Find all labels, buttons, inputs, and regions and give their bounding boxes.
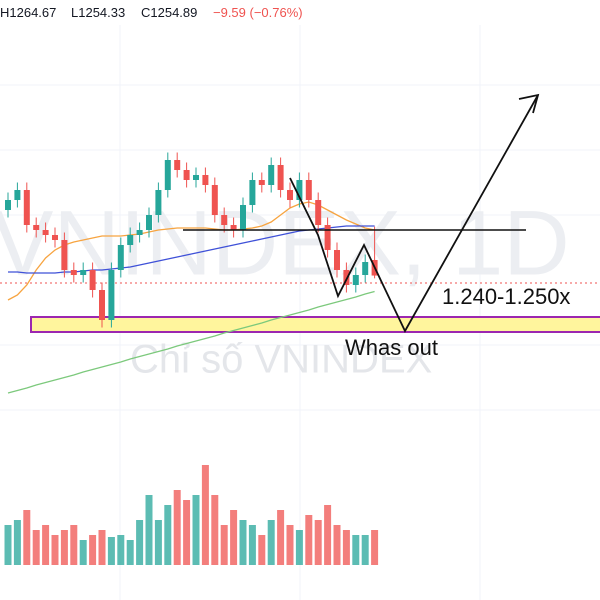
volume-bar [248, 525, 256, 565]
marks [4, 152, 379, 565]
candle-body [155, 190, 162, 215]
volume-bar [13, 520, 21, 565]
candle-body [193, 175, 199, 180]
volume-bar [361, 535, 369, 565]
volume-bar [324, 505, 332, 565]
volume-bar [286, 525, 294, 565]
volume-bar [51, 535, 59, 565]
candle-body [221, 215, 228, 225]
volume-bar [295, 530, 303, 565]
volume-bar [220, 525, 228, 565]
header-high: H1264.67 [0, 5, 56, 20]
candle-body [146, 215, 152, 230]
candle-body [183, 170, 190, 180]
volume-bar [183, 500, 191, 565]
candle-body [52, 235, 58, 240]
candle-body [258, 180, 265, 185]
candle-body [268, 165, 275, 185]
grid [0, 25, 600, 600]
candle-body [343, 270, 350, 285]
volume-bar [32, 530, 40, 565]
candle-body [61, 240, 68, 270]
volume-bar [192, 495, 200, 565]
candle-body [230, 225, 237, 230]
volume-bar [60, 530, 68, 565]
candle-body [127, 235, 134, 245]
volume-bar [371, 530, 379, 565]
candle-body [315, 200, 322, 225]
candle-body [362, 262, 369, 275]
volume-bar [267, 520, 275, 565]
volume-bar [89, 535, 97, 565]
candle-body [334, 250, 340, 270]
volume-bar [305, 515, 313, 565]
moving-average [7, 201, 375, 301]
volume-bar [42, 525, 50, 565]
candle-body [277, 165, 284, 190]
volume-bar [314, 520, 322, 565]
volume-bar [23, 510, 31, 565]
arrow-head [518, 93, 540, 114]
candle-body [14, 190, 21, 200]
volume-bar [173, 490, 181, 565]
candle-body [240, 205, 246, 230]
volume-bar [352, 535, 360, 565]
volume-bar [342, 530, 350, 565]
projection-path [289, 94, 539, 333]
candle-body [324, 225, 331, 250]
volume-bar [333, 525, 341, 565]
candle-body [352, 275, 359, 285]
volume-bar [4, 525, 12, 565]
candle-body [70, 270, 77, 275]
volume-bar [107, 537, 115, 565]
volume-bar [117, 535, 125, 565]
candle-body [23, 190, 30, 225]
volume-bar [230, 510, 238, 565]
volume-bar [136, 520, 144, 565]
candle-body [99, 290, 105, 320]
header-change: −9.59 (−0.76%) [213, 5, 303, 20]
candle-body [202, 175, 209, 185]
volume-bar [126, 540, 134, 565]
candle-body [117, 245, 124, 270]
scenario-label: Whas out [345, 335, 438, 360]
ohlc-header: H1264.67 L1254.33 C1254.89 −9.59 (−0.76%… [0, 5, 303, 20]
candle-body [287, 190, 293, 200]
volume-bar [154, 520, 162, 565]
watermark-symbol: VNINDEX, 1D [0, 192, 570, 294]
zone-label: 1.240-1.250x [442, 284, 570, 309]
volume-bar [70, 525, 78, 565]
candle-body [33, 225, 40, 230]
support-zone [30, 316, 600, 333]
volume-bar [98, 530, 106, 565]
candle-body [42, 230, 49, 235]
candle-body [89, 270, 96, 290]
candle-body [80, 270, 87, 275]
candle-body [174, 160, 181, 170]
candle-body [211, 185, 218, 215]
volume-bar [164, 505, 172, 565]
candle-body [296, 180, 303, 200]
volume-bar [79, 540, 87, 565]
candle-body [249, 180, 256, 205]
header-low: L1254.33 [71, 5, 125, 20]
volume-bar [258, 535, 266, 565]
candle-body [164, 160, 171, 190]
volume-bar [201, 465, 209, 565]
moving-average [7, 290, 375, 394]
candle-body [5, 200, 11, 210]
volume-bar [239, 520, 247, 565]
candle-body [305, 180, 312, 200]
header-close: C1254.89 [141, 5, 197, 20]
volume-bar [145, 495, 153, 565]
volume-bar [211, 495, 219, 565]
volume-bar [277, 510, 285, 565]
candle-body [136, 230, 143, 235]
candle-body [108, 270, 115, 320]
